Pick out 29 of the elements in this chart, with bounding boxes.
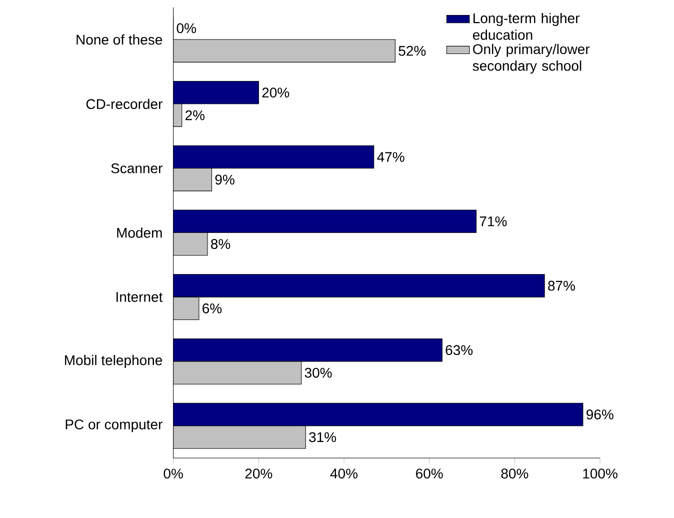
y-tick-label: Modem	[117, 228, 162, 238]
data-label: 52%	[398, 46, 426, 56]
x-tick-label: 100%	[583, 468, 618, 479]
data-label: 63%	[446, 345, 473, 356]
data-label: 9%	[215, 174, 234, 185]
data-label: 30%	[304, 368, 332, 378]
data-label: 8%	[211, 239, 230, 249]
data-label: 6%	[202, 303, 222, 314]
y-tick-label: Scanner	[111, 163, 162, 174]
data-label: 2%	[186, 110, 205, 120]
y-tick-label: PC or computer	[66, 419, 162, 432]
x-tick-label: 80%	[501, 468, 528, 479]
data-label: 0%	[176, 23, 196, 34]
data-label: 96%	[586, 410, 614, 420]
data-label: 20%	[262, 88, 290, 98]
data-label: 87%	[548, 280, 575, 291]
x-tick-label: 0%	[164, 468, 183, 479]
data-label: 31%	[309, 432, 336, 442]
y-tick-label: Internet	[116, 292, 163, 302]
legend-label: Long-term higher education	[472, 12, 580, 40]
data-label: 71%	[480, 216, 507, 226]
legend-label: Only primary/lower secondary school	[472, 44, 590, 74]
x-tick-label: 60%	[416, 468, 443, 479]
x-tick-label: 20%	[245, 468, 272, 479]
data-label: 47%	[377, 152, 404, 162]
y-tick-label: CD-recorder	[86, 98, 162, 110]
y-tick-label: None of these	[76, 34, 162, 45]
y-tick-label: Mobil telephone	[65, 354, 162, 368]
x-tick-label: 40%	[330, 468, 358, 479]
